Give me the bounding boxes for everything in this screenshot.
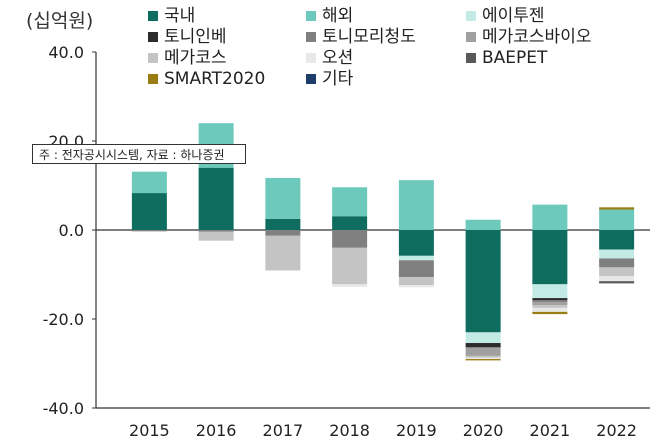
y-tick-label: 0.0 [59,221,84,240]
bar-segment [198,167,234,230]
x-tick-label: 2015 [129,421,170,440]
legend-item: 토니인베 [148,27,227,47]
bar-segment [465,219,501,230]
bar-segment [332,247,368,285]
legend-label: 메가코스 [164,48,227,68]
bar-segment [599,267,635,277]
legend-label: 에이투젠 [482,6,545,26]
bar-segment [465,359,501,361]
legend-swatch [148,32,158,42]
bar-segment [131,193,167,230]
legend-label: 메가코스바이오 [482,27,592,47]
legend-item: 에이투젠 [466,6,545,26]
legend-label: 토니모리청도 [322,27,416,47]
legend-item: BAEPET [466,48,547,68]
bar-segment [265,235,301,271]
bar-segment [532,284,568,299]
legend-swatch [466,11,476,21]
y-tick-label: -40.0 [43,399,84,418]
legend-item: SMART2020 [148,69,265,89]
bar-segment [532,300,568,303]
bar-segment [465,348,501,356]
bar-segment [265,177,301,219]
bar-segment [532,307,568,312]
y-tick-label: -20.0 [43,310,84,329]
bar-segment [332,284,368,287]
bar-segment [332,216,368,230]
legend-label: BAEPET [482,48,548,68]
legend-item: 토니모리청도 [306,27,416,47]
bar-segment [398,230,434,256]
x-tick-label: 2019 [396,421,437,440]
bar-segment [532,305,568,308]
legend-label: 기타 [322,69,354,89]
source-note: 주 : 전자공시시스템, 자료 : 하나증권 [32,144,246,164]
bar-segment [465,332,501,344]
bar-segment [265,230,301,236]
legend-label: 해외 [322,6,354,26]
bar-segment [265,218,301,230]
bar-segment [398,277,434,286]
x-tick-label: 2018 [329,421,370,440]
bar-segment [398,255,434,261]
legend-swatch [306,32,316,42]
bar-segment [398,180,434,230]
legend-label: SMART2020 [164,69,266,89]
bar-segment [398,285,434,288]
legend-item: 기타 [306,69,353,89]
bar-segment [532,311,568,315]
bar-segment [532,302,568,306]
bar-segment [599,209,635,230]
bar-segment [465,230,501,333]
legend-label: 국내 [164,6,196,26]
legend-item: 메가코스바이오 [466,27,591,47]
legend-swatch [306,74,316,84]
x-tick-label: 2017 [263,421,304,440]
bar-segment [599,230,635,250]
bar-segment [131,230,167,232]
bar-segment [131,171,167,194]
bar-segment [599,258,635,268]
bar-segment [532,204,568,230]
bar-segment [599,276,635,282]
bar-segment [198,231,234,241]
bar-segment [198,230,234,232]
legend-item: 국내 [148,6,195,26]
legend-item: 오션 [306,48,353,68]
x-tick-label: 2022 [596,421,637,440]
legend-swatch [148,11,158,21]
bar-segment [599,281,635,284]
bar-segment [465,355,501,358]
legend-swatch [466,53,476,63]
legend-label: 오션 [322,48,354,68]
bar-segment [332,187,368,217]
bar-segment [465,343,501,348]
legend-item: 해외 [306,6,353,26]
legend-swatch [306,11,316,21]
legend-swatch [306,53,316,63]
bar-segment [465,347,501,349]
y-axis-unit-label: (십억원) [26,10,94,32]
x-tick-label: 2021 [530,421,571,440]
bar-segment [599,249,635,259]
bar-segment [398,260,434,278]
bar-segment [465,357,501,360]
x-tick-label: 2016 [196,421,237,440]
x-tick-label: 2020 [463,421,504,440]
bar-segment [332,230,368,248]
bar-segment [532,230,568,285]
legend-swatch [148,53,158,63]
bar-segment [599,207,635,210]
bar-segment [532,298,568,301]
y-tick-label: 40.0 [48,43,84,62]
legend-swatch [466,32,476,42]
legend-swatch [148,74,158,84]
legend-label: 토니인베 [164,27,227,47]
legend-item: 메가코스 [148,48,227,68]
